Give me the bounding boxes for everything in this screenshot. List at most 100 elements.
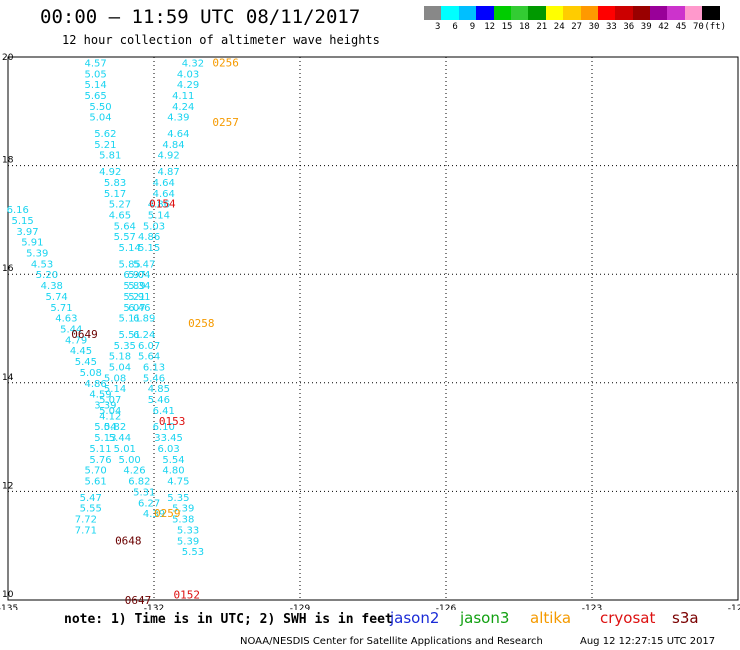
wave-height-value: 5.62 [94, 129, 116, 140]
wave-height-value: 4.38 [41, 281, 63, 292]
wave-height-value: 5.07 [99, 395, 121, 406]
scale-label: 39 [640, 22, 652, 32]
wave-height-value: 5.18 [109, 352, 131, 363]
map-title: 00:00 – 11:59 UTC 08/11/2017 [40, 6, 361, 28]
wave-height-value: 4.86 [84, 379, 106, 390]
wave-height-value: 5.51 [119, 330, 141, 341]
lat-tick-label: 16 [2, 264, 14, 274]
wave-height-value: 5.33 [177, 525, 199, 536]
scale-label: 12 [484, 22, 496, 32]
wave-height-value: 3.97 [16, 227, 38, 238]
wave-height-value: 5.11 [89, 444, 111, 455]
scale-swatch [510, 6, 529, 20]
wave-height-value: 4.65 [109, 210, 131, 221]
scale-swatch [545, 6, 564, 20]
wave-height-value: 3.39 [94, 401, 116, 412]
wave-height-value: 5.01 [114, 444, 136, 455]
wave-height-value: 5.44 [60, 325, 82, 336]
wave-height-value: 5.11 [119, 314, 141, 325]
lat-tick-label: 10 [2, 590, 14, 600]
wave-height-value: 4.26 [123, 466, 145, 477]
legend-jason3: jason3 [460, 609, 510, 627]
lon-tick-label: -123 [582, 604, 602, 610]
wave-height-value: 5.35 [114, 341, 136, 352]
map-frame [7, 56, 739, 601]
wave-height-value: 4.64 [153, 178, 175, 189]
wave-height-value: 5.83 [104, 178, 126, 189]
lat-tick-label: 12 [2, 481, 13, 491]
wave-height-value: 5.08 [104, 373, 126, 384]
wave-height-value: 5.21 [123, 292, 145, 303]
wave-height-value: 4.57 [84, 58, 106, 69]
wave-height-value: 6.82 [128, 477, 150, 488]
scale-label: 3 [435, 22, 441, 32]
wave-height-value: 5.44 [109, 433, 131, 444]
wave-height-value: 6.03 [157, 444, 179, 455]
wave-height-value: 7.71 [75, 525, 97, 536]
lon-tick-label: -132 [144, 604, 164, 610]
wave-height-value: 5.91 [21, 238, 43, 249]
wave-height-value: 5.15 [138, 243, 160, 254]
pass-time-label: 0649 [71, 328, 98, 341]
wave-height-value: 4.11 [172, 91, 194, 102]
color-scale-labels: 3 6 9 12 15 18 21 24 27 30 33 36 39 42 45 70 (ft) [424, 22, 740, 34]
lon-tick-label: -135 [0, 604, 18, 610]
wave-height-value: 5.39 [26, 248, 48, 259]
wave-height-value: 4.45 [70, 346, 92, 357]
wave-height-value: 5.50 [89, 102, 111, 113]
wave-height-value: 4.12 [99, 411, 121, 422]
wave-height-value: 6.16 [7, 205, 29, 216]
wave-height-value: 5.27 [109, 200, 131, 211]
scale-swatch [424, 6, 442, 20]
wave-height-value: 4.92 [99, 167, 121, 178]
scale-swatch [476, 6, 494, 20]
wave-height-value: 5.91 [128, 292, 150, 303]
scale-label: 45 [675, 22, 687, 32]
scale-swatch [458, 6, 477, 20]
wave-height-value: 4.85 [148, 384, 170, 395]
scale-label: 36 [623, 22, 635, 32]
wave-height-value: 4.86 [138, 232, 160, 243]
wave-height-value: 6.97 [123, 270, 145, 281]
wave-height-value: 5.14 [119, 243, 141, 254]
wave-height-value: 5.85 [119, 259, 141, 270]
lat-tick-label: 18 [2, 156, 14, 166]
wave-height-value: 5.04 [89, 113, 111, 124]
scale-swatch [580, 6, 598, 20]
scale-swatch [615, 6, 633, 20]
legend-altika: altika [530, 609, 572, 627]
wave-height-value: 5.04 [128, 270, 150, 281]
wave-height-value: 7.72 [75, 515, 97, 526]
pass-time-label: 0256 [212, 56, 239, 69]
scale-swatch [632, 6, 651, 20]
scale-label: 27 [571, 22, 583, 32]
wave-height-value: 5.76 [89, 455, 111, 466]
wave-height-value: 5.05 [84, 69, 106, 80]
wave-height-value: 5.15 [11, 216, 33, 227]
wave-height-value: 5.21 [94, 140, 116, 151]
scale-label: 18 [519, 22, 530, 32]
generated-timestamp: Aug 12 12:27:15 UTC 2017 [580, 636, 716, 647]
wave-height-value: 4.87 [157, 167, 179, 178]
wave-height-value: 4.24 [172, 102, 194, 113]
wave-height-value: 5.13 [94, 433, 116, 444]
wave-height-value: 5.03 [143, 221, 165, 232]
scale-label: 15 [501, 22, 513, 32]
wave-height-value: 6.13 [143, 363, 165, 374]
legend-cryosat: cryosat [600, 609, 656, 627]
wave-height-value: 5.71 [50, 303, 72, 314]
wave-height-value: 4.79 [65, 335, 87, 346]
scale-swatch [493, 6, 511, 20]
lat-tick-label: 20 [2, 53, 14, 63]
wave-height-value: 5.14 [84, 80, 106, 91]
wave-height-value: 4.75 [167, 477, 189, 488]
credit-line: NOAA/NESDIS Center for Satellite Applica… [240, 636, 543, 647]
lon-tick-label: -126 [436, 604, 457, 610]
pass-time-label: 0153 [159, 415, 186, 428]
pass-time-label: 0152 [173, 589, 200, 602]
wave-height-value: 33.45 [154, 433, 183, 444]
pass-time-label: 0154 [149, 198, 176, 211]
wave-height-value: 4.39 [143, 509, 165, 520]
wave-height-value: 4.29 [177, 80, 199, 91]
wave-height-value: 6.27 [138, 498, 160, 509]
